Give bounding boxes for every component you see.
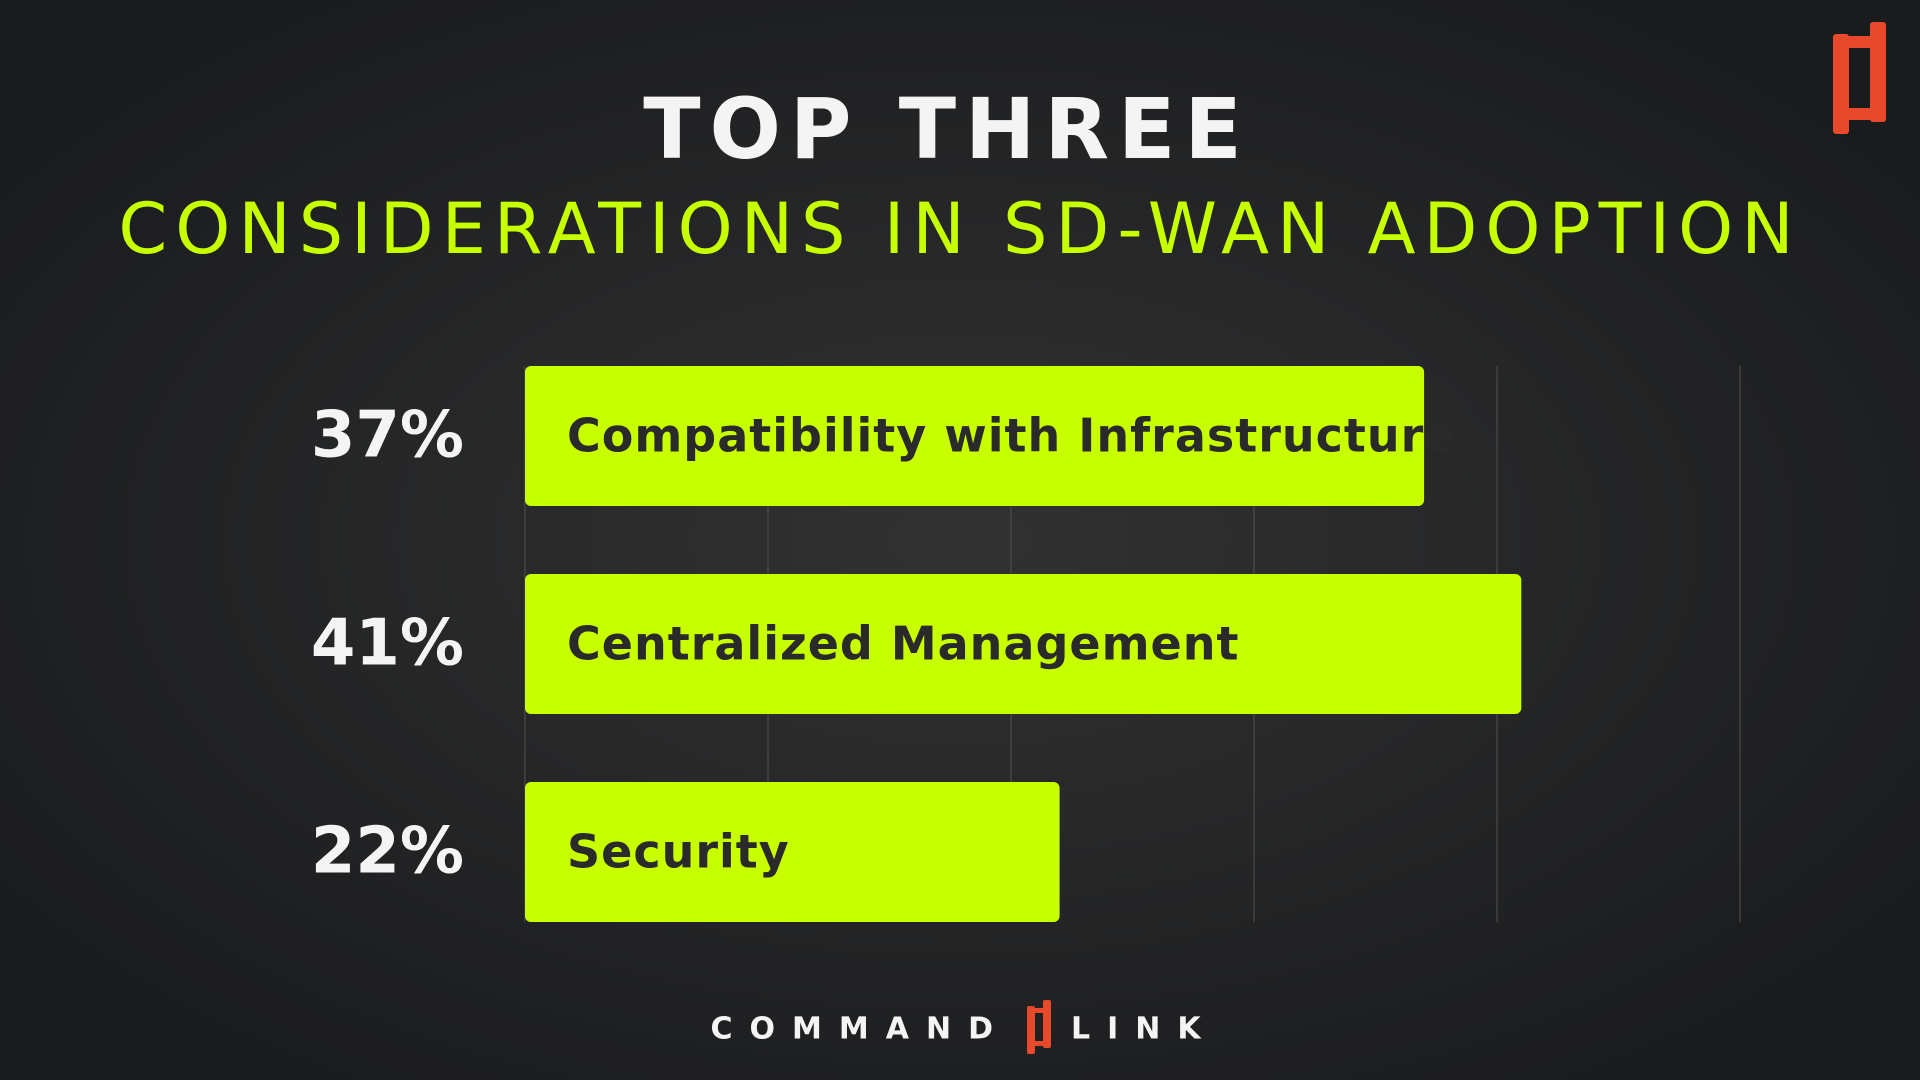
- bar: [525, 366, 1425, 506]
- logo: [1833, 22, 1886, 134]
- bar: [525, 782, 1060, 922]
- footer-brand-left: COMMAND: [711, 1012, 1010, 1047]
- chart-subtitle: CONSIDERATIONS IN SD-WAN ADOPTION: [118, 188, 1801, 270]
- value-label: 37%: [311, 399, 464, 473]
- category-label: Centralized Management: [567, 617, 1239, 671]
- footer-logo: [1027, 1000, 1051, 1054]
- value-label: 22%: [311, 815, 464, 889]
- bar: [525, 574, 1522, 714]
- category-label: Compatibility with Infrastructure: [567, 409, 1457, 463]
- chart-title: TOP THREE: [643, 80, 1251, 178]
- footer-brand-right: LINK: [1071, 1012, 1218, 1047]
- plot-area: Compatibility with Infrastructure 37% Cent…: [311, 366, 1741, 922]
- value-label: 41%: [311, 607, 464, 681]
- category-label: Security: [567, 825, 790, 879]
